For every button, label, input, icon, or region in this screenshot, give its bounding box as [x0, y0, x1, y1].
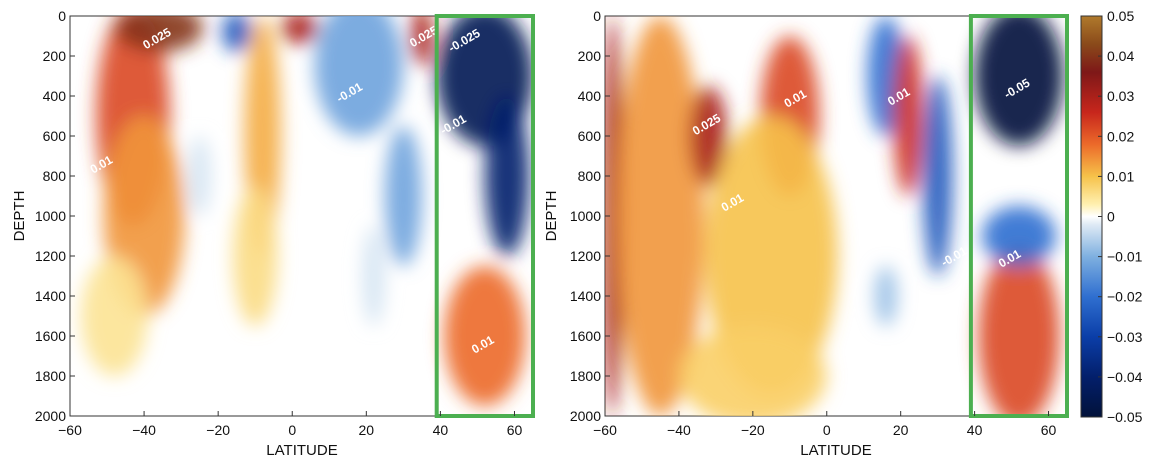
y-axis-ticks: 0 200 400 600 800 1000 1200 1400 1600 1800 2000: [570, 8, 610, 424]
field-cell: [978, 246, 1060, 416]
y-tick-label: 600: [43, 128, 67, 144]
x-tick-label: −20: [741, 422, 765, 438]
x-axis-title: LATITUDE: [266, 442, 337, 458]
x-tick-label: 60: [1041, 422, 1057, 438]
x-tick-label: −60: [58, 422, 82, 438]
x-tick-label: 20: [359, 422, 375, 438]
x-tick-label: 0: [288, 422, 296, 438]
y-axis-title: DEPTH: [543, 191, 560, 242]
field-cell: [484, 96, 530, 256]
field-cell: [982, 206, 1056, 266]
y-axis-title: DEPTH: [11, 191, 28, 242]
heatmap-field: [81, 16, 533, 406]
x-axis-title: LATITUDE: [800, 442, 871, 458]
y-tick-label: 2000: [35, 408, 66, 424]
x-tick-label: 60: [507, 422, 523, 438]
field-cell: [281, 16, 319, 44]
field-cell: [362, 226, 385, 326]
colorbar-tick-label: −0.01: [1107, 249, 1143, 265]
heatmap-field: [605, 16, 1064, 416]
colorbar-tick-label: 0.02: [1107, 128, 1134, 144]
x-tick-label: −40: [667, 422, 691, 438]
left-panel: 0.025-0.010.025 -0.025-0.010.010.01 −60 −4…: [11, 8, 536, 458]
colorbar-tick-label: −0.04: [1107, 369, 1143, 385]
colorbar-tick-label: 0.01: [1107, 168, 1134, 184]
y-tick-label: 1000: [35, 208, 66, 224]
colorbar-tick-label: 0: [1107, 209, 1115, 225]
field-cell: [974, 16, 1064, 146]
colorbar: 0.05 0.04 0.03 0.02 0.01 0 −0.01 −0.02 −0.03 −0.0…: [1080, 8, 1143, 425]
x-tick-label: 20: [893, 422, 909, 438]
y-tick-label: 200: [43, 48, 67, 64]
colorbar-tick-label: −0.03: [1107, 329, 1143, 345]
y-tick-label: 1400: [35, 288, 66, 304]
highlight-box: [968, 14, 1070, 418]
x-tick-label: 0: [823, 422, 831, 438]
x-tick-label: −60: [593, 422, 617, 438]
field-cell: [314, 16, 404, 136]
y-tick-label: 0: [58, 8, 66, 24]
y-tick-label: 1800: [570, 368, 601, 384]
y-tick-label: 200: [578, 48, 602, 64]
y-tick-label: 1200: [35, 248, 66, 264]
y-tick-label: 1600: [35, 328, 66, 344]
x-axis-ticks: −60 −40 −20 0 20 40 60: [593, 411, 1057, 438]
highlight-box: [434, 14, 536, 418]
y-tick-label: 600: [578, 128, 602, 144]
field-cell: [221, 16, 252, 52]
field-cell: [444, 266, 526, 406]
field-cell: [616, 16, 705, 416]
colorbar-tick-label: −0.02: [1107, 289, 1143, 305]
y-tick-label: 400: [43, 88, 67, 104]
x-axis-ticks: −60 −40 −20 0 20 40 60: [58, 411, 522, 438]
y-tick-label: 1600: [570, 328, 601, 344]
y-tick-label: 1800: [35, 368, 66, 384]
colorbar-ticks: 0.05 0.04 0.03 0.02 0.01 0 −0.01 −0.02 −0.03 −0.0…: [1098, 8, 1143, 425]
y-tick-label: 2000: [570, 408, 601, 424]
field-cell: [410, 16, 433, 66]
x-tick-label: 40: [967, 422, 983, 438]
y-tick-label: 1000: [570, 208, 601, 224]
field-cell: [233, 186, 278, 326]
colorbar-tick-label: 0.04: [1107, 48, 1134, 64]
y-tick-label: 800: [578, 168, 602, 184]
colorbar-tick-label: 0.05: [1107, 8, 1134, 24]
field-cell: [384, 126, 422, 266]
field-cell: [690, 86, 727, 186]
colorbar-tick-label: 0.03: [1107, 88, 1134, 104]
y-tick-label: 400: [578, 88, 602, 104]
y-tick-label: 0: [593, 8, 601, 24]
y-axis-ticks: 0 200 400 600 800 1000 1200 1400 1600 1800 2000: [35, 8, 75, 424]
field-cell: [874, 266, 898, 326]
x-tick-label: −40: [132, 422, 156, 438]
field-cell: [922, 76, 953, 276]
field-cell: [114, 16, 204, 52]
colorbar-tick-label: −0.05: [1107, 409, 1143, 425]
y-tick-label: 1400: [570, 288, 601, 304]
x-tick-label: −20: [206, 422, 230, 438]
y-tick-label: 800: [43, 168, 67, 184]
field-cell: [893, 36, 923, 196]
field-cell: [704, 116, 838, 396]
field-cell: [678, 326, 827, 416]
field-cell: [81, 256, 148, 376]
field-cell: [188, 136, 211, 216]
field-cell: [605, 16, 624, 416]
y-tick-label: 1200: [570, 248, 601, 264]
x-tick-label: 40: [433, 422, 449, 438]
